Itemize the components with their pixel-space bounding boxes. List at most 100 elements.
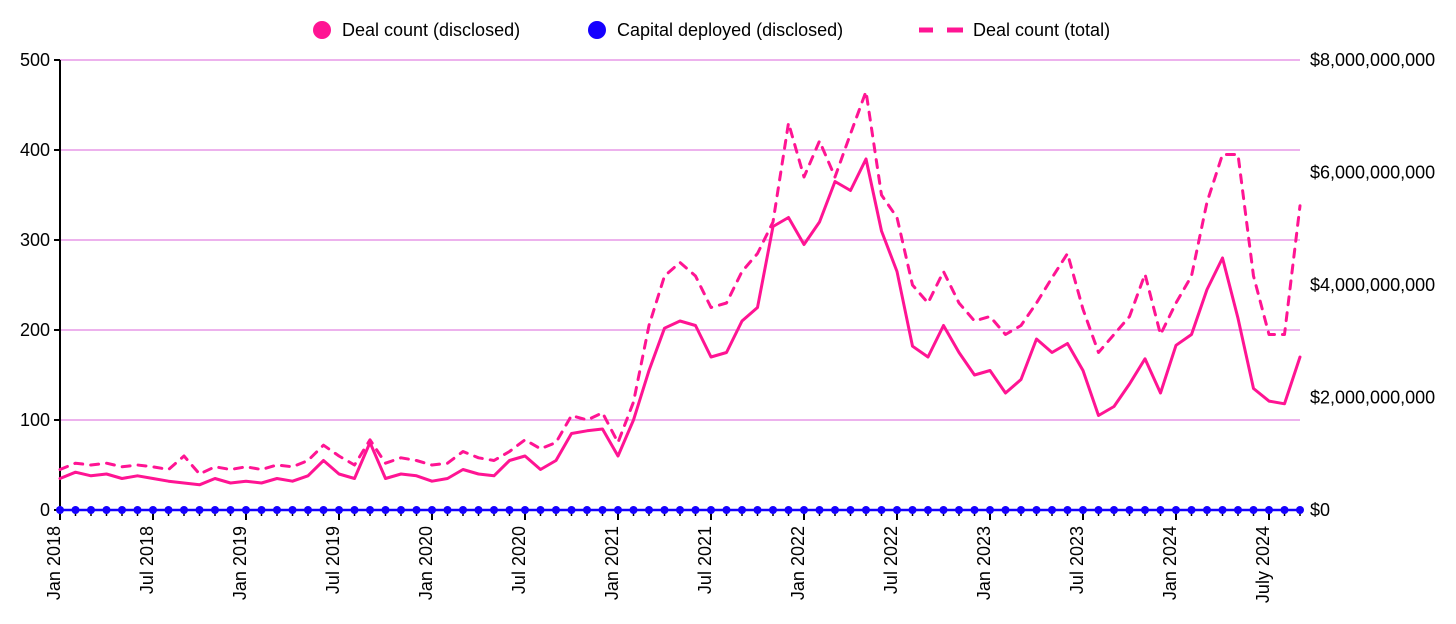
- series-marker: [630, 506, 638, 514]
- series-marker: [1048, 506, 1056, 514]
- x-tick-label: Jul 2021: [695, 526, 715, 594]
- y-left-tick-label: 400: [20, 140, 50, 160]
- series-marker: [552, 506, 560, 514]
- series-marker: [242, 506, 250, 514]
- series-marker: [971, 506, 979, 514]
- series-marker: [754, 506, 762, 514]
- series-marker: [1157, 506, 1165, 514]
- chart-container: 0100200300400500$0$2,000,000,000$4,000,0…: [0, 0, 1456, 624]
- series-marker: [227, 506, 235, 514]
- series-marker: [273, 506, 281, 514]
- series-marker: [72, 506, 80, 514]
- series-marker: [521, 506, 529, 514]
- series-marker: [1281, 506, 1289, 514]
- series-marker: [862, 506, 870, 514]
- series-marker: [1110, 506, 1118, 514]
- legend: Deal count (disclosed) Capital deployed (…: [313, 20, 1110, 40]
- series-marker: [909, 506, 917, 514]
- series-marker: [103, 506, 111, 514]
- series-marker: [537, 506, 545, 514]
- series-marker: [1017, 506, 1025, 514]
- series-marker: [335, 506, 343, 514]
- series-marker: [1079, 506, 1087, 514]
- x-tick-label: Jan 2020: [416, 526, 436, 600]
- legend-label: Capital deployed (disclosed): [617, 20, 843, 40]
- series-marker: [1172, 506, 1180, 514]
- series-marker: [1296, 506, 1304, 514]
- series-marker: [785, 506, 793, 514]
- series-marker: [924, 506, 932, 514]
- series-marker: [211, 506, 219, 514]
- x-tick-label: Jan 2024: [1160, 526, 1180, 600]
- y-left-tick-label: 100: [20, 410, 50, 430]
- legend-label: Deal count (total): [973, 20, 1110, 40]
- series-marker: [1126, 506, 1134, 514]
- series-marker: [428, 506, 436, 514]
- x-tick-label: Jul 2022: [881, 526, 901, 594]
- series-marker: [56, 506, 64, 514]
- series-marker: [614, 506, 622, 514]
- series-marker: [831, 506, 839, 514]
- series-marker: [800, 506, 808, 514]
- series-marker: [769, 506, 777, 514]
- x-tick-label: Jan 2021: [602, 526, 622, 600]
- series-marker: [1002, 506, 1010, 514]
- x-tick-label: July 2024: [1253, 526, 1273, 603]
- series-marker: [475, 506, 483, 514]
- series-marker: [1250, 506, 1258, 514]
- y-right-tick-label: $2,000,000,000: [1310, 388, 1435, 408]
- series-marker: [940, 506, 948, 514]
- y-right-tick-label: $0: [1310, 500, 1330, 520]
- series-marker: [599, 506, 607, 514]
- series-marker: [506, 506, 514, 514]
- series-marker: [1064, 506, 1072, 514]
- y-right-tick-label: $6,000,000,000: [1310, 163, 1435, 183]
- series-marker: [816, 506, 824, 514]
- series-marker: [1203, 506, 1211, 514]
- series-marker: [738, 506, 746, 514]
- series-marker: [366, 506, 374, 514]
- x-tick-label: Jan 2018: [44, 526, 64, 600]
- series-marker: [180, 506, 188, 514]
- series-marker: [118, 506, 126, 514]
- series-marker: [149, 506, 157, 514]
- series-marker: [1188, 506, 1196, 514]
- series-marker: [1095, 506, 1103, 514]
- series-marker: [707, 506, 715, 514]
- y-left-tick-label: 200: [20, 320, 50, 340]
- series-marker: [1033, 506, 1041, 514]
- series-marker: [444, 506, 452, 514]
- series-marker: [878, 506, 886, 514]
- series-marker: [1234, 506, 1242, 514]
- x-tick-label: Jan 2019: [230, 526, 250, 600]
- series-marker: [165, 506, 173, 514]
- x-tick-label: Jul 2019: [323, 526, 343, 594]
- series-marker: [1219, 506, 1227, 514]
- x-tick-label: Jan 2022: [788, 526, 808, 600]
- series-marker: [258, 506, 266, 514]
- series-marker: [413, 506, 421, 514]
- line-chart: 0100200300400500$0$2,000,000,000$4,000,0…: [0, 0, 1456, 624]
- y-right-tick-label: $8,000,000,000: [1310, 50, 1435, 70]
- series-marker: [661, 506, 669, 514]
- series-marker: [583, 506, 591, 514]
- y-left-tick-label: 300: [20, 230, 50, 250]
- legend-label: Deal count (disclosed): [342, 20, 520, 40]
- series-marker: [196, 506, 204, 514]
- y-right-tick-label: $4,000,000,000: [1310, 275, 1435, 295]
- series-marker: [1141, 506, 1149, 514]
- series-marker: [490, 506, 498, 514]
- series-marker: [723, 506, 731, 514]
- y-left-tick-label: 500: [20, 50, 50, 70]
- series-marker: [645, 506, 653, 514]
- series-marker: [397, 506, 405, 514]
- series-marker: [986, 506, 994, 514]
- x-tick-label: Jan 2023: [974, 526, 994, 600]
- series-marker: [304, 506, 312, 514]
- series-marker: [382, 506, 390, 514]
- series-marker: [955, 506, 963, 514]
- series-marker: [1265, 506, 1273, 514]
- series-marker: [692, 506, 700, 514]
- series-marker: [351, 506, 359, 514]
- series-marker: [459, 506, 467, 514]
